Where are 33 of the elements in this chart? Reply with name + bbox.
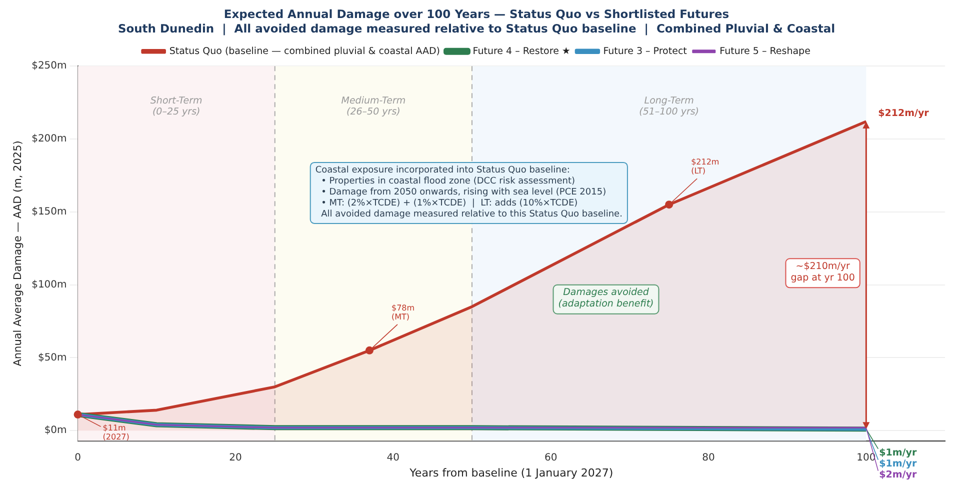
legend-label: Future 4 – Restore ★ bbox=[472, 46, 570, 57]
annotation: Coastal exposure incorporated into Status Quo baseline: • Properties in coastal flood zone (DCC risk assessment) • Damage from 2050 onwards, rising with sea level (PCE 2015) • MT: (2%×TCDE) + (1%×TCDE) | LT: adds (10%×TCDE) All avoided damage measured relative to this Status Quo baseline. bbox=[315, 165, 622, 220]
legend-label: Future 5 – Reshape bbox=[720, 46, 811, 57]
y-tick-label: $150m bbox=[32, 206, 67, 218]
chart-subtitle: South Dunedin | All avoided damage measured relative to Status Quo baseline | Combined Pluvial & Coastal bbox=[118, 22, 836, 36]
annotation: $212m (LT) bbox=[691, 158, 720, 176]
annotation: $11m (2027) bbox=[102, 424, 130, 442]
chart-title: Expected Annual Damage over 100 Years — Status Quo vs Shortlisted Futures bbox=[224, 6, 730, 21]
y-tick-label: $100m bbox=[32, 279, 67, 290]
data-label: $212m/yr bbox=[878, 108, 930, 119]
y-axis-title: Annual Average Damage — AAD (m, 2025) bbox=[12, 140, 24, 366]
x-tick-label: 60 bbox=[544, 452, 558, 464]
band-label: Short-Term (0–25 yrs) bbox=[150, 95, 202, 118]
data-label: $1m/yr bbox=[879, 458, 917, 470]
y-tick-label: $0m bbox=[44, 425, 67, 436]
x-tick-label: 20 bbox=[229, 452, 242, 464]
band-label: Long-Term (51–100 yrs) bbox=[639, 95, 700, 118]
legend-label: Status Quo (baseline — combined pluvial & coastal AAD) bbox=[169, 46, 440, 57]
x-axis-title: Years from baseline (1 January 2027) bbox=[408, 466, 614, 480]
x-tick-label: 0 bbox=[74, 452, 81, 464]
x-tick-label: 80 bbox=[702, 452, 715, 464]
data-label: $2m/yr bbox=[879, 469, 917, 480]
data-label: $1m/yr bbox=[879, 447, 917, 458]
annotation: $78m (MT) bbox=[391, 303, 415, 322]
y-tick-label: $200m bbox=[32, 134, 67, 145]
y-tick-label: $250m bbox=[32, 60, 67, 72]
x-tick-label: 40 bbox=[386, 452, 400, 464]
x-tick-label: 100 bbox=[856, 452, 876, 464]
annotation: ~$210m/yr gap at yr 100 bbox=[790, 260, 855, 284]
annotation: Damages avoided (adaptation benefit) bbox=[558, 287, 654, 310]
y-tick-label: $50m bbox=[38, 352, 67, 364]
band-label: Medium-Term (26–50 yrs) bbox=[341, 95, 406, 118]
legend-label: Future 3 – Protect bbox=[603, 46, 688, 57]
